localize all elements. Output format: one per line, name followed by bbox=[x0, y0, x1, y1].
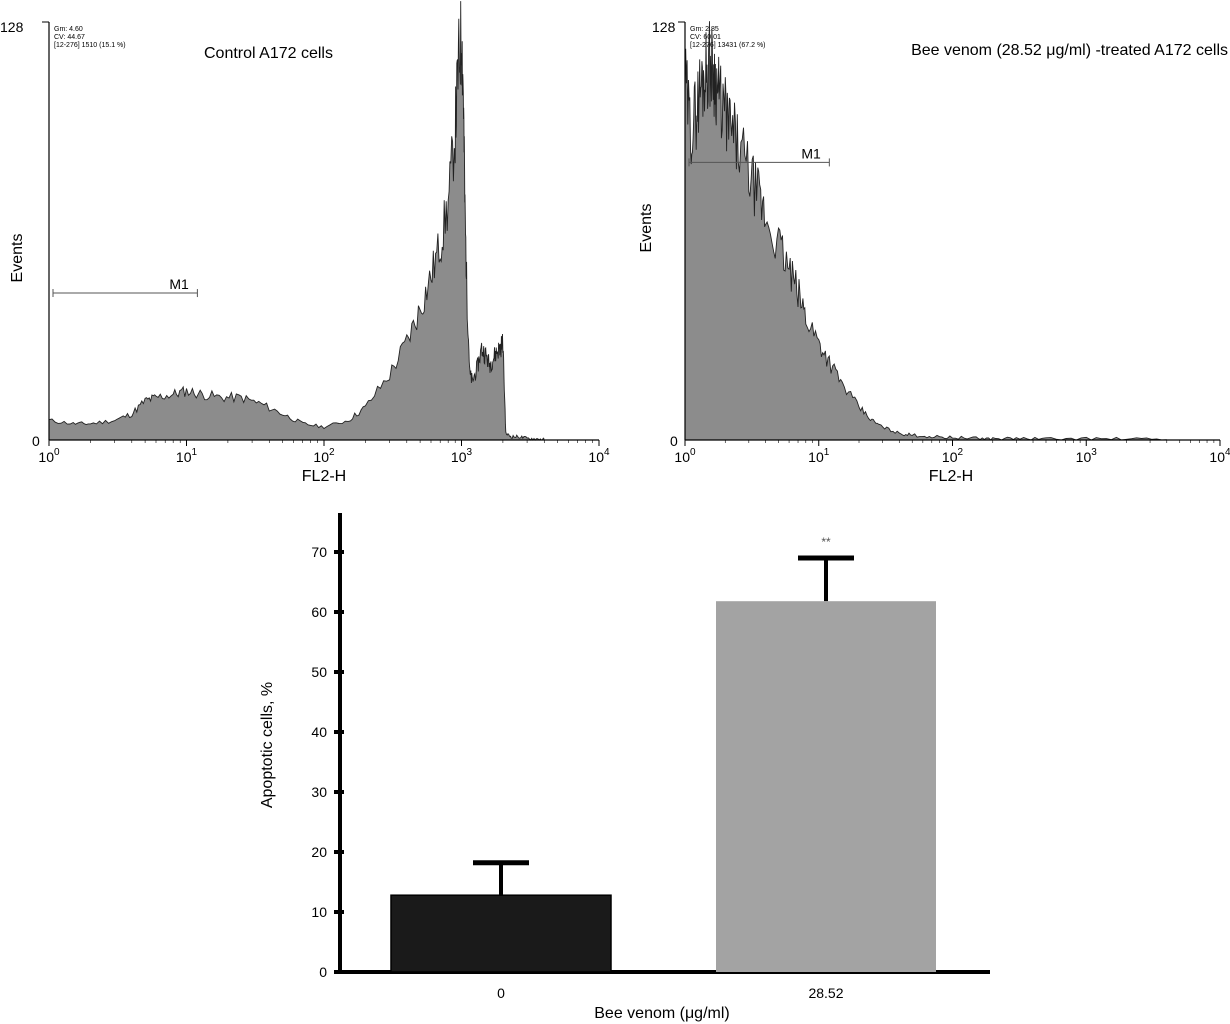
histogram-treated-xlabel: FL2-H bbox=[929, 468, 973, 485]
bar-category-label: 0 bbox=[497, 985, 505, 1001]
histogram-treated-title: Bee venom (28.52 μg/ml) -treated A172 ce… bbox=[911, 42, 1228, 59]
histA-x-tick-label-0: 100 bbox=[38, 447, 60, 465]
bar-xlabel: Bee venom (μg/ml) bbox=[594, 1005, 729, 1022]
histB-x-tick-label-1: 101 bbox=[808, 447, 830, 465]
histogram-control-ytick-bottom: 0 bbox=[32, 433, 40, 449]
histogram-control-area bbox=[49, 1, 545, 440]
bar-marks: 0 28.52 ** bbox=[390, 535, 936, 1001]
histA-x-tick-label-4: 104 bbox=[588, 447, 610, 465]
histA-x-tick-label-1: 101 bbox=[176, 447, 198, 465]
histogram-control-x-ticks: 100 101 102 103 104 bbox=[38, 440, 610, 465]
histogram-treated-ytick-bottom: 0 bbox=[670, 433, 678, 449]
histogram-control-panel: 128 0 Events Gm: 4.60 CV: 44.67 [12-276]… bbox=[0, 1, 610, 485]
bar-y-tick-label: 30 bbox=[311, 784, 327, 800]
histogram-treated-marker-label: M1 bbox=[801, 145, 821, 161]
bar-0 bbox=[391, 895, 611, 972]
significance-marker: ** bbox=[821, 535, 831, 549]
histogram-control-stat-2: CV: 44.67 bbox=[54, 34, 85, 41]
histogram-control-ylabel: Events bbox=[9, 234, 26, 283]
apoptosis-bar-panel: 0 10 20 30 40 50 60 70 Apoptotic cells, % 0 28.5… bbox=[259, 513, 990, 1022]
histogram-treated-ytick-top: 128 bbox=[652, 19, 676, 35]
bar-y-tick-label: 20 bbox=[311, 844, 327, 860]
histogram-treated-x-ticks: 100 101 102 103 104 bbox=[674, 440, 1230, 465]
histogram-control-title: Control A172 cells bbox=[204, 45, 333, 62]
histogram-control-xlabel: FL2-H bbox=[302, 468, 346, 485]
histogram-control-ytick-top: 128 bbox=[0, 19, 24, 35]
bar-y-tick-label: 10 bbox=[311, 904, 327, 920]
histogram-treated-stat-3: [12-276] 13431 (67.2 %) bbox=[690, 42, 766, 49]
histogram-control-stat-3: [12-276] 1510 (15.1 %) bbox=[54, 42, 126, 49]
bar-y-tick-label: 70 bbox=[311, 544, 327, 560]
histA-x-tick-label-2: 102 bbox=[313, 447, 335, 465]
histogram-control-marker-label: M1 bbox=[169, 276, 189, 292]
histogram-treated-stat-1: Gm: 2.85 bbox=[690, 26, 719, 33]
bar-ylabel: Apoptotic cells, % bbox=[259, 682, 276, 808]
histB-x-tick-label-0: 100 bbox=[674, 447, 696, 465]
histogram-treated-area bbox=[685, 21, 1167, 440]
histA-x-tick-label-3: 103 bbox=[451, 447, 473, 465]
bar-outline-0 bbox=[390, 894, 612, 973]
bar-y-tick-label: 40 bbox=[311, 724, 327, 740]
bar-y-tick-label: 50 bbox=[311, 664, 327, 680]
histB-x-tick-label-2: 102 bbox=[942, 447, 964, 465]
histogram-treated-stat-2: CV: 60.01 bbox=[690, 34, 721, 41]
histogram-treated-panel: 128 0 Events Gm: 2.85 CV: 60.01 [12-276]… bbox=[638, 19, 1230, 485]
bar-y-tick-label: 60 bbox=[311, 604, 327, 620]
histogram-treated-ylabel: Events bbox=[638, 204, 655, 253]
bar-1 bbox=[716, 601, 936, 972]
histogram-treated-outline bbox=[684, 21, 1167, 441]
bar-category-label: 28.52 bbox=[808, 985, 843, 1001]
histogram-control-outline bbox=[48, 1, 545, 441]
histB-x-tick-label-4: 104 bbox=[1209, 447, 1230, 465]
histogram-control-stat-1: Gm: 4.60 bbox=[54, 26, 83, 33]
histB-x-tick-label-3: 103 bbox=[1076, 447, 1098, 465]
bar-y-tick-label: 0 bbox=[319, 964, 327, 980]
